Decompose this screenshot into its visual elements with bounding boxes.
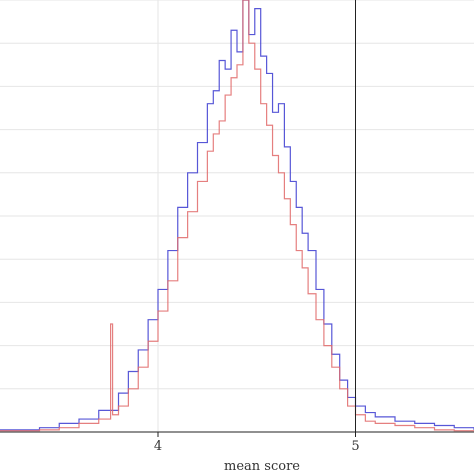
x-tick-label: 5 — [351, 439, 359, 454]
x-tick-label: 4 — [154, 439, 162, 454]
series-line-2 — [0, 0, 474, 432]
axes — [0, 0, 474, 433]
x-axis-title: mean score — [224, 459, 300, 474]
